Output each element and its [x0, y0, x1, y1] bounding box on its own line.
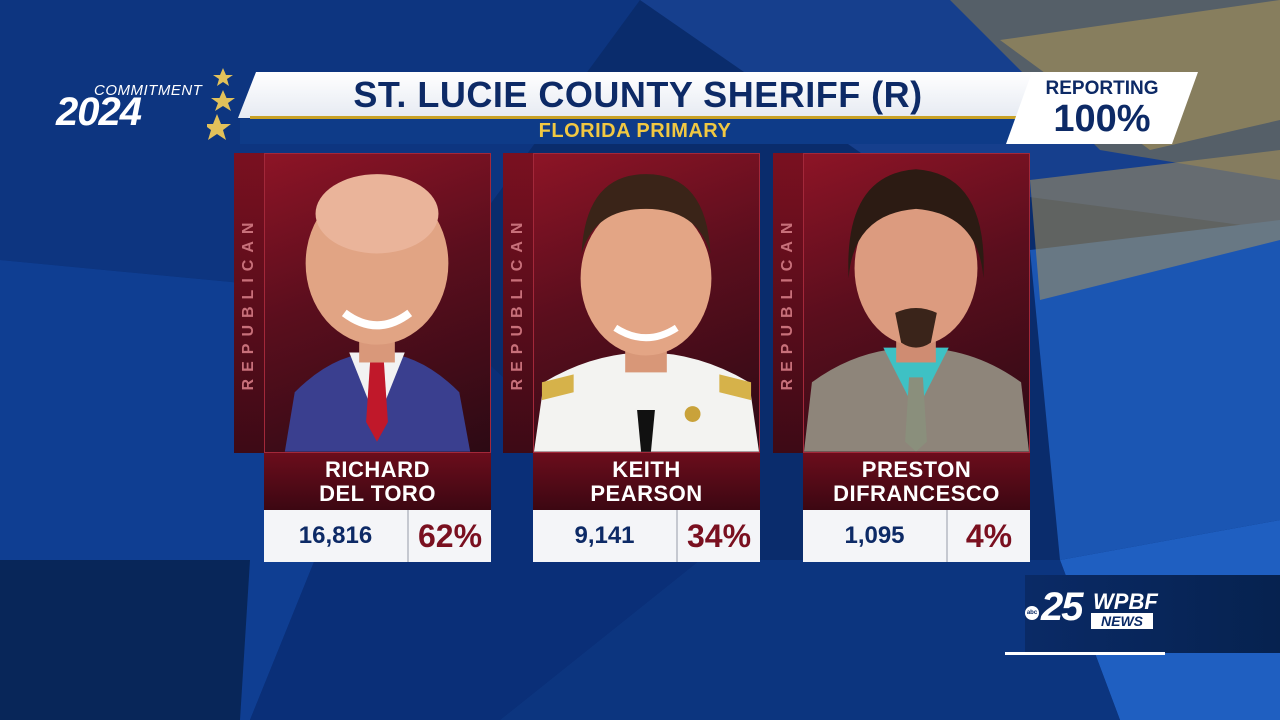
result-divider — [676, 510, 678, 562]
candidate-percent: 62% — [409, 510, 491, 562]
candidate-photo — [803, 153, 1030, 453]
race-title-bar: ST. LUCIE COUNTY SHERIFF (R) — [238, 72, 1038, 118]
party-label: REPUBLICAN — [779, 215, 796, 391]
news-tag: NEWS — [1091, 613, 1153, 629]
candidate-card-pearson: REPUBLICAN KEITH PEARSON 9,141 34% — [503, 153, 760, 562]
candidate-first-name: KEITH — [612, 456, 681, 482]
race-subtitle: FLORIDA PRIMARY — [538, 120, 732, 142]
candidate-percent: 34% — [678, 510, 760, 562]
candidate-last-name: DEL TORO — [319, 480, 436, 506]
reporting-value: 100% — [1053, 98, 1151, 140]
result-divider — [407, 510, 409, 562]
wpbf-station-logo: abc 25 WPBF NEWS — [1005, 575, 1280, 655]
result-divider — [946, 510, 948, 562]
station-call-letters: WPBF — [1093, 589, 1158, 614]
candidate-votes: 1,095 — [803, 510, 946, 562]
brand-year-text: 2024 — [56, 90, 142, 134]
candidate-first-name: PRESTON — [861, 456, 972, 482]
candidate-percent: 4% — [948, 510, 1030, 562]
person-portrait-icon — [534, 174, 759, 452]
candidate-votes: 9,141 — [533, 510, 676, 562]
person-portrait-icon — [804, 169, 1029, 452]
title-underline — [250, 116, 1025, 119]
person-portrait-icon — [284, 174, 471, 452]
logo-underline — [1005, 652, 1165, 655]
brand-top-text: COMMITMENT — [94, 82, 203, 99]
party-strip: REPUBLICAN — [503, 153, 533, 453]
channel-number: 25 — [1041, 585, 1083, 629]
race-subtitle-bar: FLORIDA PRIMARY — [240, 119, 1030, 144]
candidate-last-name: DIFRANCESCO — [833, 480, 1000, 506]
candidate-name: PRESTON DIFRANCESCO — [803, 453, 1030, 510]
party-label: REPUBLICAN — [240, 215, 257, 391]
candidate-votes: 16,816 — [264, 510, 407, 562]
candidate-card-del-toro: REPUBLICAN RICHARD DEL TORO 16,816 62% — [234, 153, 491, 562]
candidate-photo — [533, 153, 760, 453]
abc-network-icon: abc — [1025, 606, 1039, 620]
party-label: REPUBLICAN — [509, 215, 526, 391]
party-strip: REPUBLICAN — [234, 153, 264, 453]
candidate-last-name: PEARSON — [590, 480, 703, 506]
candidate-name: KEITH PEARSON — [533, 453, 760, 510]
commitment-2024-logo: COMMITMENT 2024 — [52, 68, 242, 150]
stars-icon — [207, 68, 235, 140]
candidate-card-difrancesco: REPUBLICAN PRESTON DIFRANCESCO 1,095 4% — [773, 153, 1030, 562]
reporting-box: REPORTING 100% — [1006, 72, 1198, 144]
candidate-first-name: RICHARD — [325, 456, 430, 482]
candidate-name: RICHARD DEL TORO — [264, 453, 491, 510]
reporting-label: REPORTING — [1045, 78, 1159, 99]
party-strip: REPUBLICAN — [773, 153, 803, 453]
candidate-photo — [264, 153, 491, 453]
race-title: ST. LUCIE COUNTY SHERIFF (R) — [353, 74, 923, 115]
